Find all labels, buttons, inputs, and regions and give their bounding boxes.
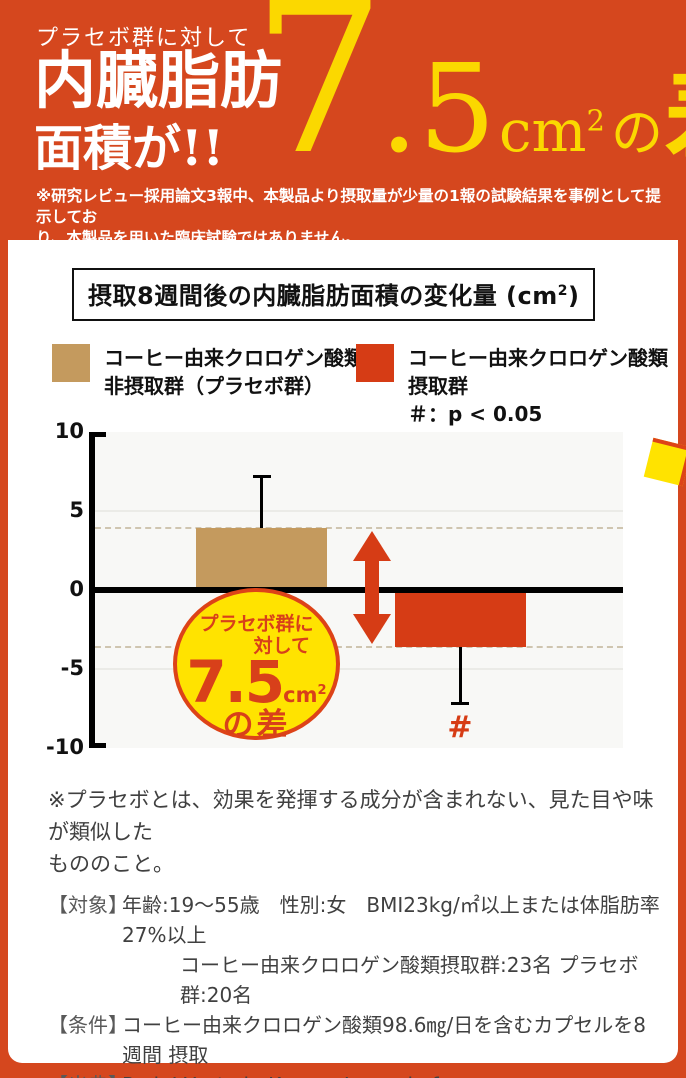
legend-cga-line2: 摂取群 [408, 374, 468, 398]
y-axis-cap-bottom [95, 743, 106, 748]
subjects-line1: 年齢:19〜55歳 性別:女 BMI23kg/㎡以上または体脂肪率27%以上 [122, 893, 660, 947]
header-subtitle: プラセボ群に対して [36, 26, 252, 51]
difference-arrow-head-down [353, 613, 391, 644]
placebo-note-line2: もののこと。 [48, 852, 174, 876]
legend-swatch-placebo [52, 344, 90, 382]
legend-placebo-line1: コーヒー由来クロロゲン酸類 [104, 346, 364, 370]
headline-decimal: .5 [379, 38, 497, 180]
y-axis-tick-label: -5 [60, 656, 84, 680]
badge-content: プラセボ群に 対して 7.5cm2 の差 [177, 613, 336, 743]
chart-title-close-paren: ) [568, 282, 580, 310]
placebo-note-line1: ※プラセボとは、効果を発揮する成分が含まれない、見た目や味が類似した [48, 788, 654, 844]
error-bar-line [458, 646, 462, 703]
headline-no-particle: の [610, 104, 663, 164]
conditions-label: 【条件】 [48, 1013, 128, 1037]
headline-unit-superscript: 2 [586, 103, 605, 138]
badge-number: 7.5 [186, 647, 285, 716]
headline-unit: cm2 [499, 97, 605, 165]
error-bar-cap [252, 474, 271, 478]
dashed-reference-line [95, 527, 623, 530]
conditions-row: 【条件】 コーヒー由来クロロゲン酸類98.6㎎/日を含むカプセルを8週間 摂取 [48, 1010, 662, 1070]
headline-difference-kanji: 差 [664, 61, 686, 167]
gridline [95, 510, 623, 512]
y-axis-tick-label: 0 [69, 577, 84, 601]
chart-title-box: 摂取8週間後の内臓脂肪面積の変化量 (cm2) [72, 268, 596, 321]
footnotes-section: ※プラセボとは、効果を発揮する成分が含まれない、見た目や味が類似した もののこと… [48, 784, 662, 1078]
legend-cga-line1: コーヒー由来クロロゲン酸類 [408, 346, 668, 370]
badge-unit-superscript: 2 [317, 682, 327, 698]
subjects-label-spacer [48, 950, 122, 1010]
y-axis-cap-top [95, 432, 106, 437]
headline-digit-7: 7 [252, 0, 386, 201]
legend-item-placebo: コーヒー由来クロロゲン酸類 非摂取群（プラセボ群） [52, 344, 364, 400]
source-row: 【出典】 Park J.Y. et al., Korean Journal of… [48, 1070, 662, 1078]
badge-line1: プラセボ群に [199, 613, 314, 635]
y-axis-tick-label: 10 [54, 419, 84, 443]
chart-title-text: 摂取8週間後の内臓脂肪面積の変化量 (cm [88, 282, 558, 310]
p-value-note: ＃：p < 0.05 [408, 402, 543, 426]
legend-item-cga: コーヒー由来クロロゲン酸類 摂取群 ＃：p < 0.05 [356, 344, 668, 428]
error-bar-cap [451, 702, 469, 706]
badge-unit: cm2 [283, 682, 327, 707]
study-details-list: 【対象】 年齢:19〜55歳 性別:女 BMI23kg/㎡以上または体脂肪率27… [48, 890, 662, 1078]
y-axis-tick-label: 5 [69, 498, 84, 522]
subjects-row: 【対象】 年齢:19〜55歳 性別:女 BMI23kg/㎡以上または体脂肪率27… [48, 890, 662, 950]
difference-arrow-head-up [353, 531, 391, 562]
subjects-label: 【対象】 [48, 893, 128, 917]
source-line1: Park J.Y. et al., Korean Journal of Nutr… [122, 1070, 662, 1078]
dashed-reference-line [95, 645, 623, 648]
source-label: 【出典】 [48, 1070, 128, 1078]
conditions-line1: コーヒー由来クロロゲン酸類98.6㎎/日を含むカプセルを8週間 摂取 [122, 1013, 646, 1067]
legend-swatch-cga [356, 344, 394, 382]
header-title-visceral-fat: 内臓脂肪 [34, 44, 283, 117]
gridline [95, 668, 623, 670]
chart-card: 摂取8週間後の内臓脂肪面積の変化量 (cm2) コーヒー由来クロロゲン酸類 非摂… [8, 240, 686, 1078]
subjects-line2: コーヒー由来クロロゲン酸類摂取群:23名 プラセボ群:20名 [180, 953, 639, 1007]
header-title-area: 面積が!! [34, 119, 225, 177]
zero-baseline [89, 587, 623, 593]
bar-chart: -10 -5 0 5 10 # プラセボ群に 対して 7.5cm2 の差 [8, 419, 686, 765]
legend-label-cga: コーヒー由来クロロゲン酸類 摂取群 ＃：p < 0.05 [408, 344, 668, 428]
bar-cga-group [394, 590, 526, 647]
placebo-definition-note: ※プラセボとは、効果を発揮する成分が含まれない、見た目や味が類似した もののこと… [48, 784, 662, 880]
chart-title-superscript: 2 [557, 283, 569, 299]
y-axis-tick-label: -10 [46, 735, 84, 759]
badge-suffix: の差 [222, 706, 291, 743]
badge-number-row: 7.5cm2 [177, 653, 336, 711]
legend-placebo-line2: 非摂取群（プラセボ群） [104, 374, 324, 398]
error-bar-line [260, 477, 263, 529]
bar-placebo-group [196, 528, 327, 590]
significance-hash-label: # [447, 710, 473, 746]
badge-tail [643, 437, 686, 487]
header-disclaimer-line1: ※研究レビュー採用論文3報中、本製品より摂取量が少量の1報の試験結果を事例として… [36, 187, 661, 226]
badge-line2: 対して [253, 634, 310, 657]
difference-badge-bubble: プラセボ群に 対して 7.5cm2 の差 [173, 588, 340, 743]
subjects-row2: コーヒー由来クロロゲン酸類摂取群:23名 プラセボ群:20名 [48, 950, 662, 1010]
difference-arrow-shaft [365, 557, 379, 618]
legend-label-placebo: コーヒー由来クロロゲン酸類 非摂取群（プラセボ群） [104, 344, 364, 400]
